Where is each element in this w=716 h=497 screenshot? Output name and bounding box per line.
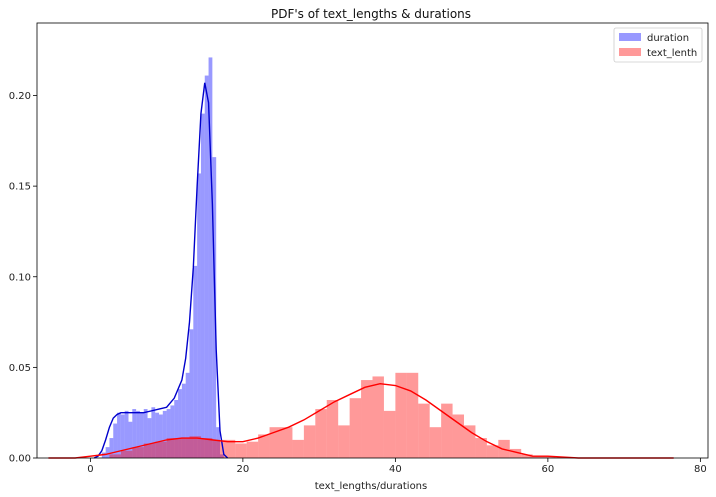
y-tick-label: 0.05 <box>9 363 31 374</box>
duration-bar <box>105 447 110 459</box>
duration-bar <box>193 265 198 459</box>
text-lenth-bar <box>212 439 224 459</box>
text-lenth-bar <box>189 436 201 458</box>
duration-bar <box>147 418 152 459</box>
text-lenth-bar <box>246 441 259 458</box>
duration-bar <box>155 412 159 458</box>
x-tick-label: 20 <box>237 464 250 475</box>
duration-bar <box>189 329 194 458</box>
duration-bar <box>220 454 224 459</box>
duration-bar <box>212 157 217 458</box>
text-lenth-bar <box>315 409 327 458</box>
y-tick-label: 0.15 <box>9 182 31 193</box>
duration-bar <box>132 409 137 458</box>
text-lenth-bar <box>452 414 464 458</box>
text-lenth-bar <box>269 427 281 458</box>
text-lenth-bar <box>235 443 247 458</box>
duration-bar <box>117 412 121 458</box>
text-lenth-bar <box>532 456 545 458</box>
text-lenth-bar <box>372 376 384 458</box>
text-lenth-bar <box>418 403 430 459</box>
duration-bar <box>136 410 140 459</box>
text-lenth-bar <box>132 447 144 459</box>
text-lenth-bar <box>200 438 213 458</box>
duration-bar <box>216 427 220 458</box>
text-lenth-bar <box>326 400 339 458</box>
duration-bar <box>181 383 186 458</box>
text-lenth-bar <box>361 380 373 458</box>
text-lenth-bar <box>486 445 499 458</box>
text-lenth-bar <box>475 438 487 458</box>
legend-label-text-lenth: text_lenth <box>647 48 697 59</box>
text-lenth-bar <box>155 441 167 458</box>
text-lenth-bar <box>521 454 533 459</box>
duration-bar <box>159 414 163 458</box>
text-lenth-bar <box>406 372 419 458</box>
duration-bar <box>143 409 148 458</box>
text-lenth-bar <box>166 438 179 458</box>
y-tick-label: 0.00 <box>9 454 31 465</box>
y-tick-label: 0.10 <box>9 272 31 283</box>
text-lenth-bar <box>349 398 362 458</box>
text-lenth-kde-line <box>48 382 674 459</box>
text-lenth-bar <box>303 425 316 459</box>
duration-bar <box>162 410 167 459</box>
legend-label-duration: duration <box>647 33 689 44</box>
x-tick-label: 40 <box>389 464 402 475</box>
duration-bar <box>185 372 190 458</box>
legend-box <box>613 27 703 63</box>
text-lenth-bar <box>429 427 442 458</box>
duration-kde-line <box>93 82 229 459</box>
text-lenth-bar <box>258 434 270 458</box>
duration-bar <box>197 173 201 458</box>
duration-bar <box>109 438 114 458</box>
text-lenth-bar <box>544 456 556 458</box>
text-lenth-bar <box>109 454 121 459</box>
legend-swatch-text-lenth <box>619 48 641 56</box>
text-lenth-bar <box>178 438 190 458</box>
duration-bar <box>170 405 175 458</box>
duration-bar <box>166 409 171 458</box>
duration-bar <box>174 400 179 458</box>
x-tick-label: 60 <box>542 464 555 475</box>
duration-bar <box>139 412 144 458</box>
x-axis: 0 20 40 60 80 <box>87 458 707 475</box>
text-lenth-bar <box>395 372 407 458</box>
text-lenth-bar <box>223 439 236 459</box>
duration-bar <box>208 57 213 458</box>
duration-bar <box>178 389 182 459</box>
chart-title: PDF's of text_lengths & durations <box>271 7 471 21</box>
text-lenth-bar <box>120 450 133 458</box>
duration-bar <box>151 407 156 458</box>
histogram-layer <box>101 57 556 459</box>
y-tick-label: 0.20 <box>9 91 31 102</box>
x-tick-label: 80 <box>694 464 707 475</box>
text-lenth-bar <box>509 448 522 458</box>
duration-bar <box>124 410 129 459</box>
x-tick-label: 0 <box>87 464 93 475</box>
text-lenth-bar <box>464 425 476 459</box>
duration-bar <box>120 414 125 458</box>
duration-bar <box>128 421 133 458</box>
text-lenth-bar <box>143 443 156 458</box>
legend: duration text_lenth <box>613 27 703 63</box>
x-axis-title: text_lengths/durations <box>315 481 427 492</box>
text-lenth-bar <box>292 439 304 459</box>
y-axis: 0.00 0.05 0.10 0.15 0.20 <box>9 91 37 465</box>
text-lenth-bar <box>383 410 396 459</box>
text-lenth-bar <box>281 427 293 458</box>
legend-swatch-duration <box>619 33 641 41</box>
duration-bar <box>113 423 118 458</box>
kde-layer <box>48 82 674 459</box>
duration-bar <box>200 113 205 459</box>
plot-frame <box>36 22 709 459</box>
duration-bar <box>204 75 209 458</box>
text-lenth-bar <box>441 403 453 459</box>
text-lenth-bar <box>338 425 350 459</box>
